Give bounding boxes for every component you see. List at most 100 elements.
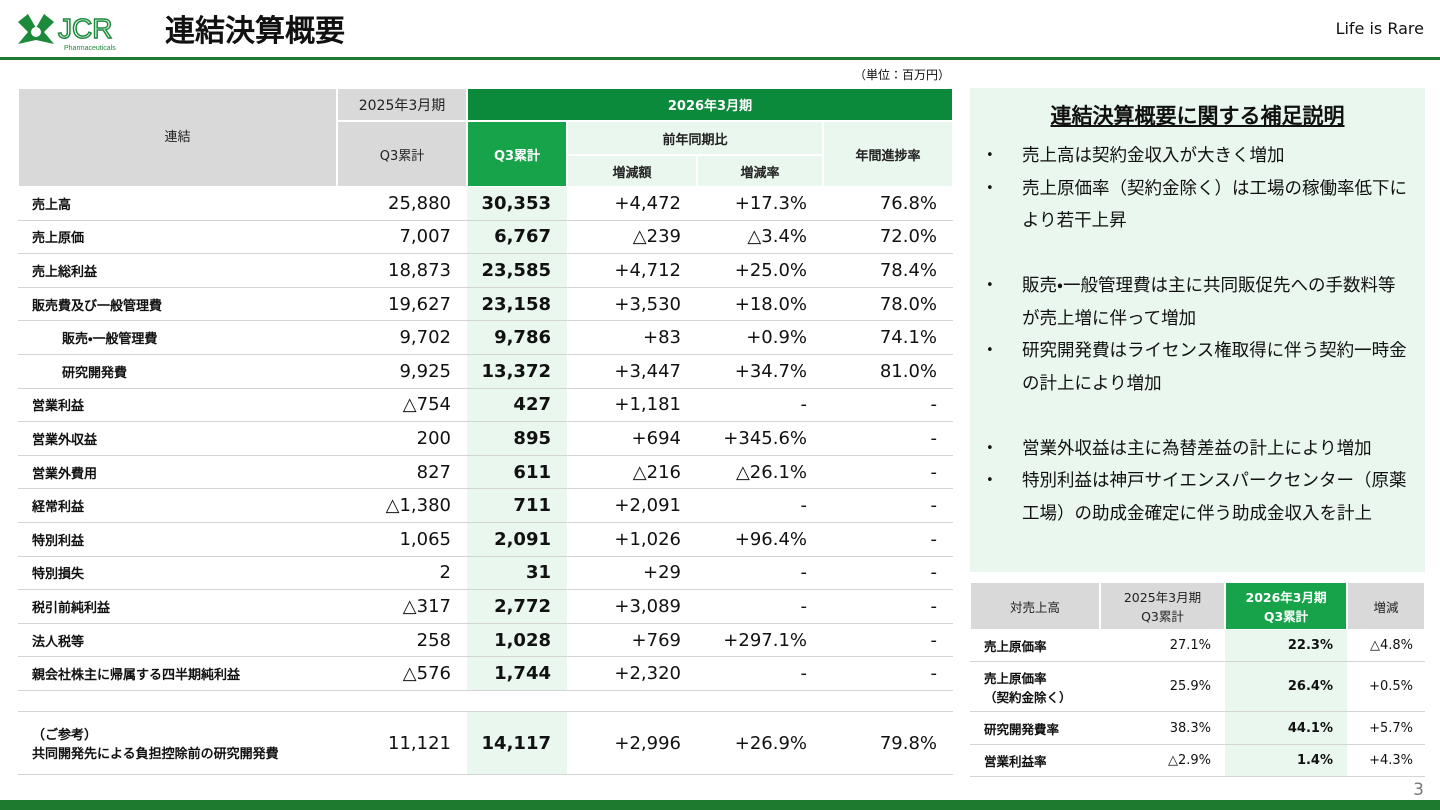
header-cell: 連結 — [18, 88, 337, 187]
cell-value: △754 — [337, 389, 467, 423]
notes-title: 連結決算概要に関する補足説明 — [1050, 104, 1345, 128]
separator — [18, 711, 953, 712]
cell-value: +2,091 — [567, 489, 697, 523]
ratio-label: 営業利益率 — [970, 745, 1100, 777]
cell-value: - — [697, 657, 823, 691]
cell-value: - — [823, 422, 953, 456]
note-item: 売上原価率（契約金除く）は工場の稼働率低下により若干上昇 — [970, 173, 1410, 238]
cell-value: 78.4% — [823, 254, 953, 288]
row-label: 売上高 — [18, 187, 337, 221]
ratio-value: △4.8% — [1347, 630, 1425, 662]
row-label: 営業外収益 — [18, 422, 337, 456]
cell-value: - — [823, 590, 953, 624]
row-label: 特別損失 — [18, 557, 337, 591]
row-label: （ご参考） 共同開発先による負担控除前の研究開発費 — [18, 712, 337, 775]
cell-value: 895 — [467, 422, 567, 456]
text-line: Q3累計 — [1141, 609, 1184, 624]
cell-value: +96.4% — [697, 523, 823, 557]
group-gap — [970, 400, 1425, 433]
cell-value: +4,712 — [567, 254, 697, 288]
tagline: Life is Rare — [1335, 18, 1424, 38]
cell-value: △3.4% — [697, 221, 823, 255]
cell-value: +694 — [567, 422, 697, 456]
row-label: 販売・一般管理費 — [18, 321, 337, 355]
cell-value: +25.0% — [697, 254, 823, 288]
cell-value: 1,065 — [337, 523, 467, 557]
ratio-value: 22.3% — [1225, 630, 1347, 662]
notes-panel: 連結決算概要に関する補足説明 売上高は契約金収入が大きく増加売上原価率（契約金除… — [970, 88, 1425, 572]
text-line: 共同開発先による負担控除前の研究開発費 — [32, 747, 279, 762]
cell-value: - — [697, 389, 823, 423]
cell-value: - — [697, 590, 823, 624]
unit-label: （単位：百万円） — [853, 67, 950, 82]
text-line: （ご参考） — [32, 728, 98, 743]
cell-value: +769 — [567, 624, 697, 658]
cell-value: 9,702 — [337, 321, 467, 355]
header-cell: 2025年3月期 — [337, 88, 467, 121]
cell-value: - — [823, 456, 953, 490]
company-sub: Pharmaceuticals — [64, 45, 116, 52]
cell-value: +3,447 — [567, 355, 697, 389]
cell-value: △1,380 — [337, 489, 467, 523]
cell-value: 23,585 — [467, 254, 567, 288]
ratio-value: 25.9% — [1100, 662, 1225, 712]
cell-value: 14,117 — [467, 712, 567, 775]
header-cell: Q3累計 — [337, 121, 467, 187]
cell-value: 72.0% — [823, 221, 953, 255]
ratio-value: 38.3% — [1100, 712, 1225, 745]
cell-value: 23,158 — [467, 287, 567, 322]
header-cell: 増減額 — [567, 155, 697, 187]
ratio-label: 売上原価率 （契約金除く） — [970, 662, 1100, 712]
cell-value: 1,028 — [467, 623, 567, 658]
cell-value: 200 — [337, 422, 467, 456]
cell-value: +297.1% — [697, 624, 823, 658]
cell-value: +1,181 — [567, 389, 697, 423]
footer-bar — [0, 800, 1440, 810]
cell-value: +83 — [567, 321, 697, 355]
notes-list: 売上高は契約金収入が大きく増加売上原価率（契約金除く）は工場の稼働率低下により若… — [970, 140, 1425, 530]
text-line: （契約金除く） — [984, 689, 1072, 705]
cell-value: 2 — [337, 557, 467, 591]
cell-value: △576 — [337, 657, 467, 691]
ratio-value: △2.9% — [1100, 745, 1225, 777]
cell-value: - — [823, 489, 953, 523]
cell-value: 31 — [467, 556, 567, 591]
note-item: 売上高は契約金収入が大きく増加 — [970, 140, 1410, 173]
row-label: 営業外費用 — [18, 456, 337, 490]
cell-value: 78.0% — [823, 288, 953, 322]
cell-value: +345.6% — [697, 422, 823, 456]
note-item: 営業外収益は主に為替差益の計上により増加 — [970, 433, 1410, 466]
cell-value: 258 — [337, 624, 467, 658]
cell-value: 13,372 — [467, 355, 567, 389]
cell-value: +17.3% — [697, 187, 823, 221]
ratio-value: 27.1% — [1100, 630, 1225, 662]
cell-value: - — [823, 389, 953, 423]
cell-value: +18.0% — [697, 288, 823, 322]
cell-value: 9,786 — [467, 321, 567, 355]
ratio-value: 44.1% — [1225, 712, 1347, 745]
note-item: 研究開発費はライセンス権取得に伴う契約一時金の計上により増加 — [970, 335, 1410, 400]
ratio-value: 26.4% — [1225, 662, 1347, 712]
ratio-value: +0.5% — [1347, 662, 1425, 712]
cell-value: △26.1% — [697, 456, 823, 490]
row-label: 売上原価 — [18, 221, 337, 255]
row-label: 税引前純利益 — [18, 590, 337, 624]
row-label: 販売費及び一般管理費 — [18, 288, 337, 322]
cell-value: +26.9% — [697, 712, 823, 775]
cell-value: 427 — [467, 388, 567, 423]
row-label: 親会社株主に帰属する四半期純利益 — [18, 657, 337, 691]
text-line: 2026年3月期 — [1245, 590, 1327, 605]
ratio-value: +4.3% — [1347, 745, 1425, 777]
cell-value: 11,121 — [337, 712, 467, 775]
cell-value: +1,026 — [567, 523, 697, 557]
cell-value: 1,744 — [467, 657, 567, 691]
row-label: 営業利益 — [18, 389, 337, 423]
cell-value: 2,772 — [467, 590, 567, 624]
header-cell: Q3累計 — [467, 121, 567, 187]
header-rule — [0, 57, 1440, 60]
header-cell: 2026年3月期 — [467, 88, 953, 121]
row-label: 売上総利益 — [18, 254, 337, 288]
ratio-header: 2025年3月期 Q3累計 — [1100, 582, 1225, 630]
cell-value: 74.1% — [823, 321, 953, 355]
